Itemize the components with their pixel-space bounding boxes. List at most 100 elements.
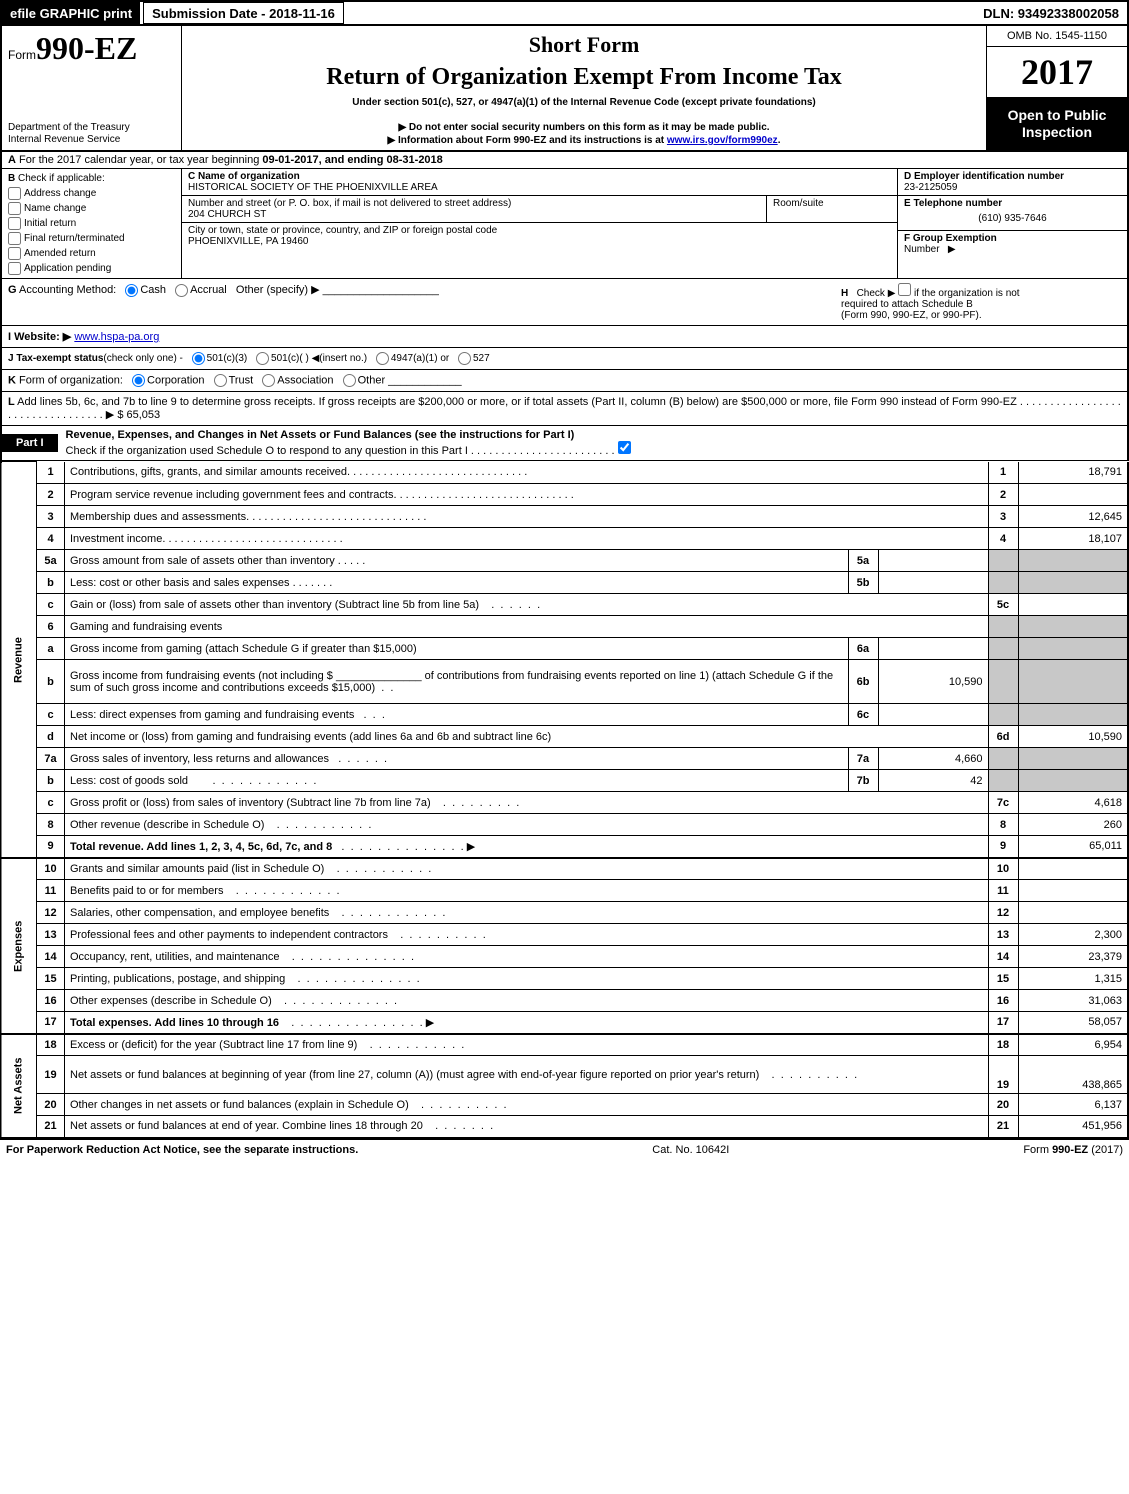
l13-desc-text: Professional fees and other payments to … [70, 929, 388, 941]
line-15: 15 Printing, publications, postage, and … [1, 968, 1128, 990]
cb-address-change-input[interactable] [8, 187, 21, 200]
l19-val: 438,865 [1018, 1056, 1128, 1094]
footer-right-bold: 990-EZ [1052, 1144, 1088, 1156]
rb-association[interactable] [262, 374, 275, 387]
l7a-sv: 4,660 [878, 748, 988, 770]
part-i-label: Part I [2, 434, 58, 452]
l6-desc: Gaming and fundraising events [65, 616, 989, 638]
h-text2: if the organization is not [914, 288, 1020, 299]
l2-num: 2 [37, 484, 65, 506]
line-7b: b Less: cost of goods sold . . . . . . .… [1, 770, 1128, 792]
rb-cash[interactable] [125, 284, 138, 297]
l5b-desc-text: Less: cost or other basis and sales expe… [70, 577, 290, 589]
l6b-desc: Gross income from fundraising events (no… [65, 660, 849, 704]
l12-desc-text: Salaries, other compensation, and employ… [70, 907, 329, 919]
line-6b: b Gross income from fundraising events (… [1, 660, 1128, 704]
rb-4947-label: 4947(a)(1) or [391, 353, 449, 364]
k-text: Form of organization: [16, 374, 123, 386]
form-number-block: Form990-EZ [8, 30, 175, 67]
l6a-box-grey [988, 638, 1018, 660]
rb-trust-label: Trust [229, 374, 254, 386]
line-18: Net Assets 18 Excess or (deficit) for th… [1, 1034, 1128, 1056]
line-6c: c Less: direct expenses from gaming and … [1, 704, 1128, 726]
l6d-desc: Net income or (loss) from gaming and fun… [65, 726, 989, 748]
cb-address-change[interactable]: Address change [8, 186, 175, 201]
l6b-desc-text1: Gross income from fundraising events (no… [70, 670, 336, 682]
cb-h[interactable] [898, 283, 911, 296]
cb-final-return[interactable]: Final return/terminated [8, 231, 175, 246]
website-link[interactable]: www.hspa-pa.org [74, 331, 159, 343]
l6b-num: b [37, 660, 65, 704]
cb-name-change-input[interactable] [8, 202, 21, 215]
l1-num: 1 [37, 462, 65, 484]
cb-application-pending-input[interactable] [8, 262, 21, 275]
e-phone-value: (610) 935-7646 [904, 209, 1121, 228]
l8-desc-text: Other revenue (describe in Schedule O) [70, 819, 264, 831]
row-l-gross-receipts: L Add lines 5b, 6c, and 7b to line 9 to … [0, 392, 1129, 426]
l14-desc-text: Occupancy, rent, utilities, and maintena… [70, 951, 280, 963]
line-5c: c Gain or (loss) from sale of assets oth… [1, 594, 1128, 616]
l9-box: 9 [988, 836, 1018, 858]
header-right: OMB No. 1545-1150 2017 Open to Public In… [987, 26, 1127, 150]
l3-box: 3 [988, 506, 1018, 528]
l20-val: 6,137 [1018, 1094, 1128, 1116]
l10-val [1018, 858, 1128, 880]
label-a: A [8, 154, 16, 166]
j-small: (check only one) - [103, 353, 182, 364]
l5a-desc-text: Gross amount from sale of assets other t… [70, 555, 335, 567]
cb-part-i-schedule-o[interactable] [618, 441, 631, 454]
rb-4947[interactable] [376, 352, 389, 365]
cb-initial-return-input[interactable] [8, 217, 21, 230]
row-a-end: 08-31-2018 [387, 154, 443, 166]
d-ein-block: D Employer identification number 23-2125… [898, 169, 1127, 196]
c-address-row: Number and street (or P. O. box, if mail… [182, 196, 897, 223]
c-name-block: C Name of organization HISTORICAL SOCIET… [182, 169, 897, 196]
l6d-desc-text: Net income or (loss) from gaming and fun… [70, 731, 551, 743]
l6b-val-grey [1018, 660, 1128, 704]
rb-527[interactable] [458, 352, 471, 365]
line-14: 14 Occupancy, rent, utilities, and maint… [1, 946, 1128, 968]
line-2: 2 Program service revenue including gove… [1, 484, 1128, 506]
info-post: . [778, 135, 781, 146]
f-label2: Number [904, 244, 940, 255]
do-not-enter: Do not enter social security numbers on … [192, 122, 976, 133]
l8-box: 8 [988, 814, 1018, 836]
l6-num: 6 [37, 616, 65, 638]
line-13: 13 Professional fees and other payments … [1, 924, 1128, 946]
rb-accrual[interactable] [175, 284, 188, 297]
l6a-num: a [37, 638, 65, 660]
l2-desc: Program service revenue including govern… [65, 484, 989, 506]
l6a-desc-text: Gross income from gaming (attach Schedul… [70, 643, 417, 655]
c-city-block: City or town, state or province, country… [182, 223, 897, 249]
cb-application-pending[interactable]: Application pending [8, 261, 175, 276]
footer-mid: Cat. No. 10642I [652, 1144, 729, 1156]
rb-501c[interactable] [256, 352, 269, 365]
line-6a: a Gross income from gaming (attach Sched… [1, 638, 1128, 660]
l11-box: 11 [988, 880, 1018, 902]
cb-amended-return[interactable]: Amended return [8, 246, 175, 261]
l6c-desc-text: Less: direct expenses from gaming and fu… [70, 709, 354, 721]
rb-other-label2: Other [358, 374, 386, 386]
rb-other[interactable] [343, 374, 356, 387]
l12-val [1018, 902, 1128, 924]
l13-box: 13 [988, 924, 1018, 946]
dln-number: DLN: 93492338002058 [983, 6, 1127, 21]
l9-desc: Total revenue. Add lines 1, 2, 3, 4, 5c,… [65, 836, 989, 858]
rb-corporation[interactable] [132, 374, 145, 387]
cb-initial-return-label: Initial return [24, 218, 76, 229]
cb-initial-return[interactable]: Initial return [8, 216, 175, 231]
row-k-form-of-org: K Form of organization: Corporation Trus… [0, 370, 1129, 392]
cb-address-change-label: Address change [24, 188, 96, 199]
cb-amended-return-input[interactable] [8, 247, 21, 260]
rb-trust[interactable] [214, 374, 227, 387]
l7a-desc: Gross sales of inventory, less returns a… [65, 748, 849, 770]
info-link[interactable]: www.irs.gov/form990ez [667, 135, 778, 146]
l16-num: 16 [37, 990, 65, 1012]
open-line2: Inspection [1008, 124, 1107, 141]
g-text: Accounting Method: [17, 284, 117, 296]
rb-501c3[interactable] [192, 352, 205, 365]
l12-num: 12 [37, 902, 65, 924]
cb-name-change[interactable]: Name change [8, 201, 175, 216]
cb-final-return-input[interactable] [8, 232, 21, 245]
l6-box-grey [988, 616, 1018, 638]
